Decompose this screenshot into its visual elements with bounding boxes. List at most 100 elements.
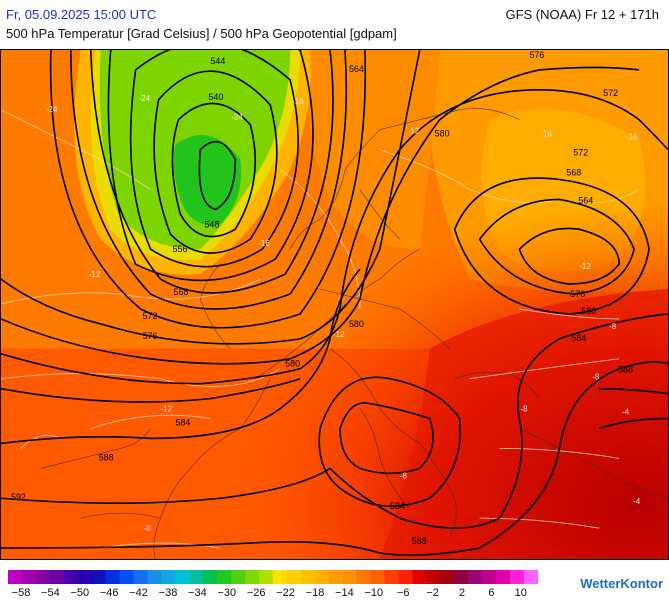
colorscale-label: −30 [217,587,237,599]
colorscale-label: −18 [305,587,325,599]
temperature-label: -4 [633,497,641,506]
geopotential-isohypses [1,50,668,556]
colorscale-label: −6 [396,587,410,599]
colorscale-label: −34 [188,587,207,599]
colorscale-swatch [314,570,330,584]
colorscale-label: −46 [99,587,119,599]
geopotential-label: 556 [172,244,187,254]
colorscale-swatch [189,570,204,584]
temperature-colorscale [8,570,538,584]
colorscale-label: −22 [276,587,295,599]
colorscale-swatch [426,570,441,584]
colorscale-swatch [49,570,65,584]
colorscale-label: 2 [458,587,466,599]
geopotential-label: 572 [143,311,158,321]
weather-map: 544 540 548 556 564 568 572 576 580 584 … [0,49,669,560]
colorscale-label: −26 [246,587,266,599]
temperature-label: -8 [400,471,408,480]
geopotential-label: 572 [603,88,618,98]
geopotential-label: 580 [349,319,364,329]
temperature-label: -12 [333,330,345,339]
model-run-info: GFS (NOAA) Fr 12 + 171h [505,7,659,22]
temperature-label: -8 [520,405,528,414]
colorscale-swatch [203,570,218,584]
colorscale-labels: −58 −54 −50 −46 −42 −38 −34 −30 −26 −22 −18 −14 −10−… [0,587,540,601]
temperature-label: -12 [89,270,101,279]
temperature-label: -18 [292,97,304,106]
geopotential-label: 568 [566,168,581,178]
geopotential-label: 584 [175,418,190,428]
temperature-label: -24 [46,105,58,114]
colorscale-label: −14 [335,587,354,599]
temperature-label: -16 [540,130,552,139]
temperature-label: -16 [258,239,270,248]
colorscale-swatch [63,570,79,584]
colorscale-swatch [468,570,483,584]
colorscale-swatch [496,570,511,584]
colorscale-swatch [356,570,372,584]
geopotential-label: 588 [412,536,427,546]
colorscale-swatch [8,570,23,584]
geopotential-label: 588 [99,452,114,462]
colorscale-swatch [482,570,497,584]
colorscale-swatch [412,570,427,584]
geopotential-label: 576 [529,50,544,60]
geopotential-label: 580 [285,359,300,369]
colorscale-swatch [91,570,107,584]
geopotential-label: 564 [349,64,364,74]
colorscale-swatch [384,570,400,584]
colorscale-swatch [133,570,148,584]
geopotential-label: 540 [208,92,223,102]
geopotential-label: 548 [204,219,219,229]
colorscale-swatch [77,570,93,584]
geopotential-label: 580 [435,129,450,139]
temperature-label: -24 [139,94,151,103]
colorscale-swatch [524,570,538,584]
colorscale-swatch [105,570,121,584]
colorscale-swatch [161,570,176,584]
temperature-label: -24 [231,113,243,122]
temperature-label: -8 [609,322,617,331]
geopotential-label: 592 [11,492,26,502]
colorscale-label: −10 [364,587,384,599]
colorscale-label: −50 [70,587,90,599]
colorscale-swatch [175,570,190,584]
temperature-label: -12 [161,405,173,414]
geopotential-label: 576 [143,331,158,341]
colorscale-swatch [21,570,37,584]
colorscale-swatch [300,570,316,584]
geopotential-label: 564 [578,195,593,205]
temperature-label: -12 [579,262,591,271]
colorscale-swatch [35,570,51,584]
colorscale-swatch [245,570,260,584]
colorscale-swatch [259,570,274,584]
temperature-label: -4 [622,408,630,417]
geopotential-label: 544 [210,56,225,66]
colorscale-swatch [328,570,344,584]
colorscale-label: −54 [41,587,60,599]
colorscale-label: 6 [488,587,495,599]
colorscale-swatch [231,570,246,584]
colorscale-swatch [440,570,455,584]
colorscale-swatch [342,570,358,584]
temperature-label: -8 [144,524,152,533]
colorscale-swatch [217,570,232,584]
geopotential-label: 588 [618,365,633,375]
colorscale-swatch [273,570,288,584]
colorscale-label: −42 [129,587,148,599]
geopotential-label: 576 [570,289,585,299]
geopotential-label: 584 [571,333,586,343]
colorscale-swatch [370,570,386,584]
geopotential-label: 580 [581,306,596,316]
temperature-label: -8 [592,373,600,382]
colorscale-label: 10 [514,587,527,599]
geopotential-label-group: 544 540 548 556 564 568 572 576 580 584 … [11,50,633,546]
colorscale-label: −38 [158,587,178,599]
map-subtitle: 500 hPa Temperatur [Grad Celsius] / 500 … [6,26,397,41]
colorscale-swatch [398,570,413,584]
colorscale-swatch [119,570,135,584]
colorscale-label: −2 [426,587,439,599]
geopotential-label: 572 [573,148,588,158]
colorscale-swatch [147,570,162,584]
temperature-label-group: -24 -24 -24 -18 -16 -12 -12 -12 -16 -16 … [46,94,641,533]
